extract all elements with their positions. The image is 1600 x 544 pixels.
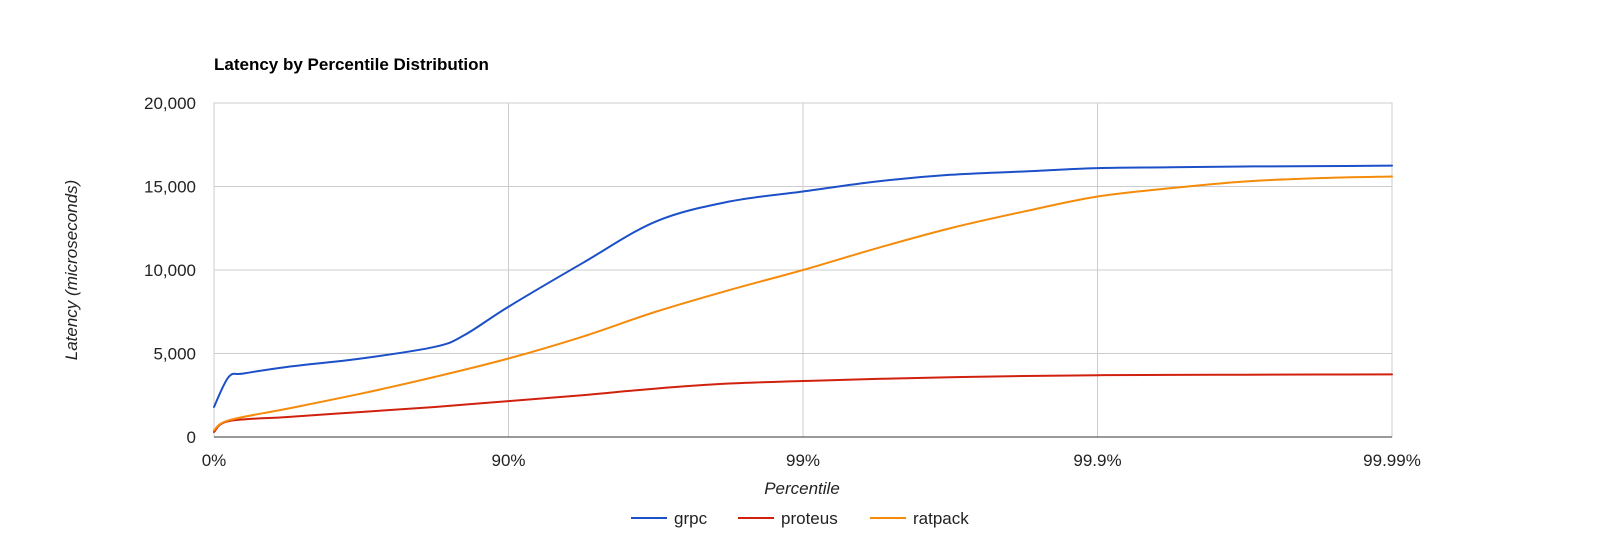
legend: grpc proteus ratpack — [631, 509, 969, 528]
series-line-grpc — [213, 164, 1393, 408]
y-tick-label: 0 — [187, 428, 196, 447]
x-tick-label: 99.99% — [1363, 451, 1421, 470]
legend-label: grpc — [674, 509, 708, 528]
x-tick-label: 99.9% — [1073, 451, 1121, 470]
y-axis-ticks: 0 5,000 10,000 15,000 20,000 — [144, 94, 196, 447]
y-tick-label: 15,000 — [144, 178, 196, 197]
y-tick-label: 20,000 — [144, 94, 196, 113]
y-tick-label: 5,000 — [153, 345, 196, 364]
x-axis-title: Percentile — [764, 479, 840, 498]
x-axis-ticks: 0% 90% 99% 99.9% 99.99% — [202, 451, 1421, 470]
x-tick-label: 0% — [202, 451, 227, 470]
x-tick-label: 90% — [491, 451, 525, 470]
legend-label: proteus — [781, 509, 838, 528]
x-tick-label: 99% — [786, 451, 820, 470]
series-line-ratpack — [213, 175, 1393, 432]
legend-item-ratpack[interactable]: ratpack — [870, 509, 969, 528]
y-axis-title: Latency (microseconds) — [62, 180, 81, 360]
series-line-proteus — [213, 373, 1393, 433]
chart-title: Latency by Percentile Distribution — [214, 55, 489, 74]
legend-item-grpc[interactable]: grpc — [631, 509, 708, 528]
legend-item-proteus[interactable]: proteus — [738, 509, 838, 528]
legend-label: ratpack — [913, 509, 969, 528]
series-lines — [213, 164, 1393, 433]
y-tick-label: 10,000 — [144, 261, 196, 280]
